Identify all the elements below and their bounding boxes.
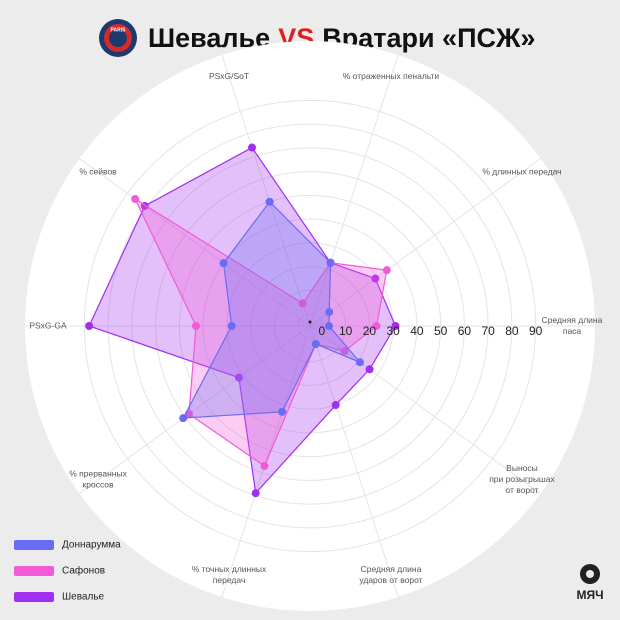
axis-label: % отраженных пенальти bbox=[343, 71, 440, 81]
data-point bbox=[265, 197, 274, 206]
spoke bbox=[309, 325, 541, 494]
data-point bbox=[179, 414, 188, 423]
data-point bbox=[219, 259, 228, 268]
brand: МЯЧ bbox=[576, 564, 604, 602]
data-point bbox=[325, 308, 334, 317]
data-point bbox=[260, 462, 269, 471]
legend-label: Доннарумма bbox=[62, 540, 121, 551]
data-point bbox=[382, 266, 391, 275]
r-tick-label: 90 bbox=[529, 324, 543, 338]
logo: PARIS bbox=[99, 19, 137, 57]
brand-text: МЯЧ bbox=[576, 588, 603, 602]
r-tick-label: 10 bbox=[339, 324, 353, 338]
axis-label: Средняя длина bbox=[361, 564, 422, 574]
data-point bbox=[326, 258, 335, 267]
data-point bbox=[131, 194, 140, 203]
axis-label: % прерванных bbox=[69, 469, 127, 479]
logo-text: PARIS bbox=[111, 27, 127, 33]
data-point bbox=[371, 274, 380, 283]
axis-label: Выносы bbox=[506, 463, 538, 473]
data-point bbox=[192, 322, 200, 330]
legend-swatch bbox=[14, 592, 54, 602]
r-tick-label: 20 bbox=[363, 324, 377, 338]
spoke bbox=[309, 54, 399, 327]
data-point bbox=[372, 322, 381, 330]
data-point bbox=[298, 299, 307, 308]
legend-label: Шевалье bbox=[62, 592, 105, 603]
axis-label: передач bbox=[213, 575, 246, 585]
data-point bbox=[234, 373, 243, 382]
legend-swatch bbox=[14, 566, 54, 576]
data-point bbox=[391, 322, 400, 330]
r-tick-label: 30 bbox=[386, 324, 400, 338]
axis-label: PSxG-GA bbox=[29, 320, 67, 330]
spoke bbox=[79, 325, 311, 494]
r-tick-label: 40 bbox=[410, 324, 424, 338]
spoke bbox=[309, 158, 541, 327]
axis-label: от ворот bbox=[505, 485, 538, 495]
center-dot bbox=[308, 320, 312, 324]
spoke bbox=[79, 158, 311, 327]
axis-label: паса bbox=[563, 326, 582, 336]
r-tick-label: 70 bbox=[481, 324, 495, 338]
axis-label: % длинных передач bbox=[482, 166, 561, 176]
axis-label: Средняя длина bbox=[542, 315, 603, 325]
legend-label: Сафонов bbox=[62, 565, 105, 577]
axis-label: % точных длинных bbox=[192, 564, 267, 574]
legend-swatch bbox=[14, 540, 54, 550]
r-tick-label: 60 bbox=[458, 324, 472, 338]
data-point bbox=[251, 489, 260, 498]
axis-label: кроссов bbox=[83, 480, 114, 490]
data-point bbox=[355, 358, 364, 367]
data-point bbox=[311, 340, 320, 349]
spoke bbox=[309, 325, 399, 598]
r-tick-label: 80 bbox=[505, 324, 519, 338]
data-point bbox=[227, 322, 236, 330]
data-point bbox=[278, 407, 287, 416]
data-point bbox=[248, 143, 257, 152]
axis-label: при розыгрышах bbox=[489, 474, 555, 484]
data-point bbox=[85, 322, 94, 330]
data-point bbox=[331, 401, 340, 410]
axis-label: % сейвов bbox=[79, 166, 117, 176]
data-point bbox=[325, 322, 333, 330]
axis-label: PSxG/SoT bbox=[209, 71, 249, 81]
data-point bbox=[340, 347, 349, 356]
r-tick-label: 0 bbox=[319, 324, 326, 338]
axis-label: ударов от ворот bbox=[359, 575, 422, 585]
r-tick-label: 50 bbox=[434, 324, 448, 338]
data-point bbox=[365, 365, 374, 374]
spoke bbox=[221, 54, 311, 327]
